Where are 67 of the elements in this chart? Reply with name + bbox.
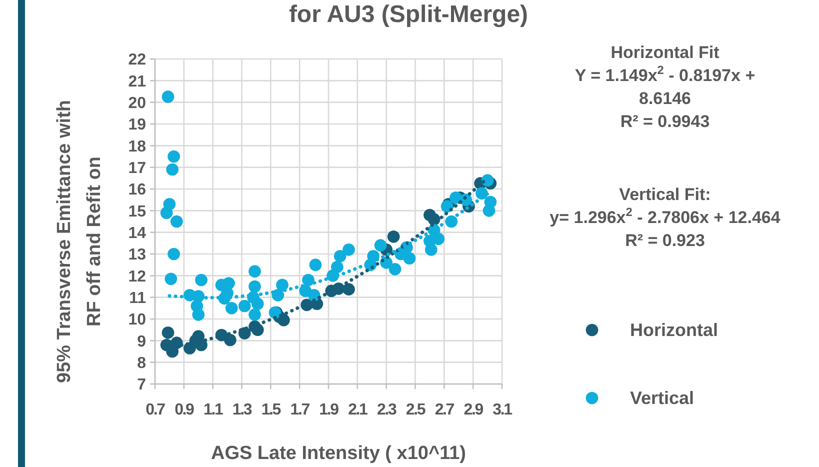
x-tick-label: 2.3 [377, 401, 397, 418]
point [248, 265, 261, 278]
x-tick-label: 1.1 [204, 401, 224, 418]
point [276, 278, 288, 292]
y-tick-label: 7 [137, 376, 146, 394]
chart-title: for AU3 (Split-Merge) [288, 1, 528, 28]
point [484, 196, 497, 208]
point [424, 234, 436, 248]
point [224, 334, 236, 346]
point [251, 324, 264, 336]
y-tick-label: 22 [128, 52, 146, 69]
point [170, 215, 183, 228]
point [481, 174, 494, 186]
x-tick-label: 2.5 [406, 401, 426, 418]
point [342, 244, 355, 256]
point [248, 308, 261, 321]
y-tick-label: 11 [129, 290, 146, 307]
x-tick-label: 1.3 [232, 401, 252, 418]
y-tick-label: 12 [128, 268, 146, 286]
legend-label: Horizontal [630, 320, 718, 340]
x-axis-title: AGS Late Intensity ( x10^11) [210, 443, 466, 464]
point [388, 263, 402, 276]
legend-label: Vertical [630, 388, 694, 408]
x-tick-label: 0.7 [146, 401, 166, 418]
point [374, 239, 387, 252]
point [195, 274, 208, 286]
x-tick-label: 1.9 [319, 401, 340, 418]
y-tick-label: 19 [128, 116, 146, 134]
x-tick-label: 2.7 [434, 401, 455, 418]
point [192, 308, 205, 321]
x-tick-label: 3.1 [492, 401, 513, 418]
point [168, 150, 180, 163]
point [160, 206, 173, 219]
y-tick-label: 20 [128, 94, 146, 112]
point [278, 314, 290, 326]
y-tick-label: 8 [137, 354, 146, 372]
y-tick-label: 16 [128, 182, 146, 199]
point [309, 258, 322, 271]
x-tick-label: 2.9 [464, 401, 484, 418]
point [248, 280, 261, 293]
point [162, 90, 174, 103]
point [238, 300, 251, 312]
y-tick-label: 14 [128, 224, 146, 242]
x-tick-label: 1.7 [290, 401, 310, 418]
point [334, 250, 346, 262]
y-tick-label: 9 [137, 333, 146, 350]
point [342, 283, 355, 296]
y-tick-label: 15 [128, 203, 146, 220]
point [225, 302, 238, 314]
point [168, 248, 180, 260]
y-tick-label: 13 [128, 246, 146, 264]
y-tick-label: 17 [128, 160, 146, 177]
point [330, 260, 344, 274]
point [164, 272, 178, 286]
y-tick-label: 10 [128, 312, 146, 329]
point [162, 326, 174, 339]
y-tick-label: 21 [128, 73, 146, 90]
text: Horizontal Fit Y = 1.149x$^{2}$ - 0.8197x + 8.6146 R² = 0.9943 [574, 43, 756, 131]
text: Vertical Fit: y= 1.296x$^{2}$ - 2.7806x + 12.464 R² = 0.923 [550, 185, 781, 250]
point [166, 163, 179, 176]
x-tick-label: 1.5 [261, 401, 282, 418]
x-tick-label: 0.9 [174, 401, 195, 418]
point [387, 230, 400, 243]
x-tick-label: 2.1 [348, 401, 368, 418]
y-tick-label: 18 [128, 138, 146, 156]
y-axis-title: 95% Transverse Emittance with RF off and Refit on [54, 100, 105, 384]
point [251, 298, 264, 310]
